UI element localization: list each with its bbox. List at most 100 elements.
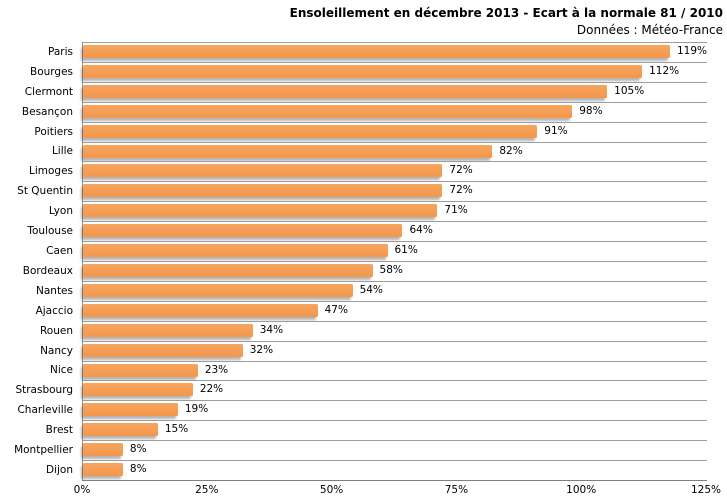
- bar: [83, 443, 123, 457]
- chart-row: 54%: [83, 280, 707, 301]
- bar: [83, 104, 573, 118]
- category-label: Nancy: [40, 344, 73, 357]
- bar: [83, 184, 443, 198]
- value-axis-labels: 0% 25% 50% 75% 100% 125%: [74, 484, 721, 500]
- plot-area: 119% 112% 105% 98% 91% 82% 72% 72% 71% 64% 61% 58% 5…: [82, 42, 707, 481]
- chart-row: 119%: [83, 42, 707, 62]
- bar: [83, 263, 373, 277]
- value-label: 72%: [449, 164, 473, 177]
- value-label: 32%: [249, 343, 274, 356]
- category-label: Dijon: [46, 463, 73, 476]
- chart-row: 91%: [83, 121, 707, 142]
- category-label: Nantes: [36, 284, 73, 297]
- chart-row: 71%: [83, 201, 707, 221]
- bar: [83, 303, 318, 317]
- category-axis-labels: Paris Bourges Clermont Besançon Poitiers Lill…: [0, 42, 78, 480]
- bar: [83, 283, 353, 297]
- chart-title-block: Ensoleillement en décembre 2013 - Ecart …: [290, 6, 723, 38]
- value-label: 15%: [164, 423, 189, 436]
- value-label: 91%: [544, 124, 568, 137]
- value-label: 72%: [449, 184, 473, 197]
- category-label: Limoges: [28, 165, 73, 178]
- chart-row: 64%: [83, 221, 707, 241]
- chart-row: 22%: [83, 380, 707, 400]
- value-label: 54%: [359, 283, 383, 296]
- x-tick-label: 50%: [319, 484, 344, 496]
- category-label: Montpellier: [14, 444, 73, 457]
- bar: [83, 403, 178, 417]
- value-label: 105%: [614, 84, 645, 97]
- chart-row: 112%: [83, 61, 707, 82]
- x-tick-label: 100%: [566, 484, 597, 496]
- x-tick-label: 125%: [690, 484, 722, 496]
- chart-row: 61%: [83, 241, 707, 261]
- bar: [83, 144, 493, 158]
- bar: [83, 224, 403, 238]
- chart-row: 19%: [83, 400, 707, 420]
- chart-row: 47%: [83, 300, 707, 321]
- x-tick-label: 25%: [195, 484, 219, 496]
- bar: [83, 383, 193, 397]
- category-label: Poitiers: [34, 125, 73, 138]
- category-label: Paris: [48, 45, 73, 58]
- chart-row: 23%: [83, 360, 707, 381]
- category-label: Brest: [45, 424, 73, 437]
- bar: [83, 343, 243, 357]
- x-tick-label: 0%: [73, 484, 91, 496]
- chart-row: 8%: [83, 440, 707, 460]
- value-label: 8%: [129, 443, 147, 456]
- bar: [83, 323, 253, 337]
- chart-row: 8%: [83, 460, 707, 480]
- value-label: 119%: [676, 45, 707, 57]
- category-label: St Quentin: [17, 185, 73, 198]
- value-label: 82%: [499, 144, 523, 157]
- category-label: Charleville: [17, 404, 73, 417]
- bar: [83, 84, 608, 98]
- bar: [83, 45, 670, 58]
- category-label: Bordeaux: [22, 264, 73, 277]
- chart-row: 82%: [83, 141, 707, 162]
- bar: [83, 204, 438, 218]
- chart-row: 72%: [83, 181, 707, 201]
- bar: [83, 363, 198, 377]
- value-label: 71%: [444, 204, 468, 217]
- category-label: Ajaccio: [35, 304, 73, 317]
- category-label: Caen: [46, 245, 73, 258]
- value-label: 8%: [129, 463, 147, 476]
- category-label: Toulouse: [27, 225, 73, 238]
- chart-row: 58%: [83, 260, 707, 281]
- bar: [83, 124, 538, 138]
- chart-row: 15%: [83, 420, 707, 440]
- category-label: Strasbourg: [15, 384, 73, 397]
- bar: [83, 64, 643, 78]
- bar: [83, 244, 388, 258]
- value-label: 64%: [409, 224, 433, 237]
- category-label: Lille: [51, 145, 73, 158]
- value-label: 58%: [379, 263, 403, 276]
- value-label: 61%: [394, 244, 418, 257]
- value-label: 112%: [649, 64, 680, 77]
- value-label: 22%: [199, 383, 224, 396]
- x-tick-label: 75%: [444, 484, 469, 496]
- chart-row: 32%: [83, 340, 707, 361]
- category-label: Lyon: [48, 205, 73, 218]
- value-label: 19%: [184, 403, 209, 416]
- value-label: 47%: [324, 303, 348, 316]
- bar: [83, 463, 123, 477]
- category-label: Nice: [49, 364, 73, 377]
- value-label: 34%: [259, 323, 284, 336]
- category-label: Besançon: [21, 105, 73, 118]
- chart-row: 72%: [83, 161, 707, 181]
- bar: [83, 164, 443, 178]
- chart-title: Ensoleillement en décembre 2013 - Ecart …: [289, 6, 723, 20]
- chart-row: 34%: [83, 320, 707, 341]
- value-label: 23%: [204, 363, 229, 376]
- value-label: 98%: [579, 104, 603, 117]
- category-label: Clermont: [24, 85, 73, 98]
- category-label: Rouen: [39, 324, 73, 337]
- bar: [83, 423, 158, 437]
- chart-row: 105%: [83, 81, 707, 102]
- chart-row: 98%: [83, 101, 707, 122]
- category-label: Bourges: [29, 65, 73, 78]
